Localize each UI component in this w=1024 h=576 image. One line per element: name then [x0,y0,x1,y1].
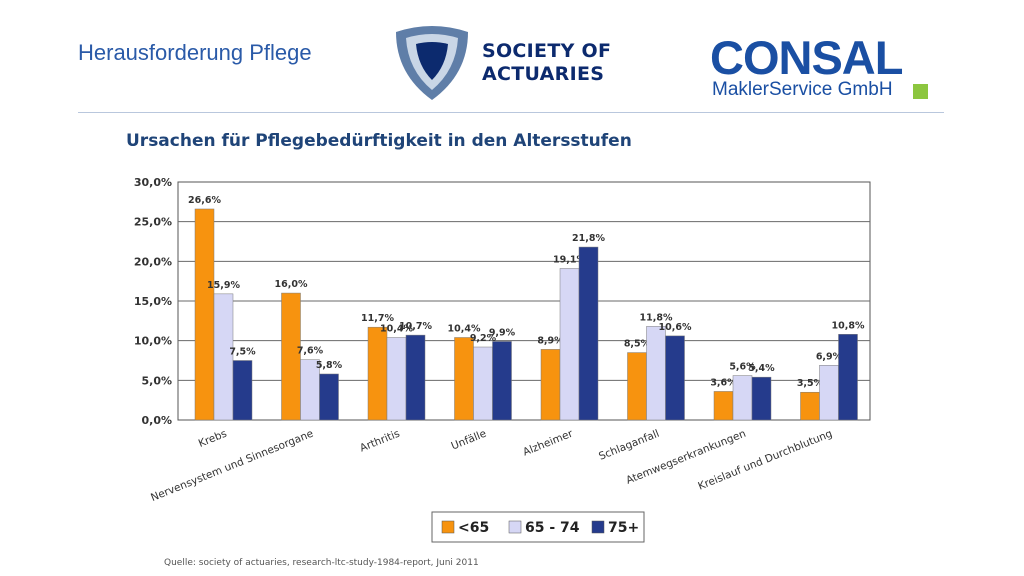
soa-line-1: SOCIETY OF [482,40,612,62]
data-label: 10,7% [399,321,432,332]
data-label: 5,6% [729,362,756,373]
data-label: 6,9% [816,351,843,362]
data-label: 9,9% [489,327,516,338]
bar [367,326,388,421]
header-divider [78,112,944,113]
data-label: 26,6% [188,195,221,206]
y-tick-label: 15,0% [134,295,172,308]
bar [800,391,820,421]
bar [751,376,772,421]
consal-logo-subtitle: MaklerService GmbH [712,79,893,100]
bar [819,365,839,421]
data-label: 15,9% [207,280,240,291]
data-label: 10,4% [448,323,481,334]
data-label: 11,8% [640,312,673,323]
bar [559,268,580,421]
bar [194,208,215,421]
bar [838,334,858,421]
y-tick-label: 25,0% [134,216,172,229]
data-label: 10,6% [659,322,692,333]
data-label: 7,5% [229,347,256,358]
data-label: 11,7% [361,313,394,324]
y-tick-label: 20,0% [134,255,172,268]
data-label: 8,9% [537,335,564,346]
data-label: 8,5% [624,339,651,350]
bar [713,391,734,421]
y-tick-label: 5,0% [141,374,172,387]
bar [405,334,426,421]
bar [454,337,474,421]
chart-title: Ursachen für Pflegebedürftigkeit in den … [126,131,632,151]
x-tick-label: Alzheimer [521,427,575,458]
x-tick-label: Krebs [197,428,229,450]
bar [665,335,685,421]
data-label: 10,4% [380,323,413,334]
data-label: 19,1% [553,254,586,265]
bar [386,337,407,421]
bar [492,341,512,421]
data-label: 21,8% [572,233,605,244]
society-of-actuaries-wordmark: SOCIETY OF ACTUARIES [482,40,611,86]
bar [319,373,339,421]
bar [232,360,253,421]
society-of-actuaries-logo [396,26,468,100]
legend: <65 65 - 74 75+ [431,511,645,543]
x-tick-label: Nervensystem und Sinnesorgane [149,428,315,504]
legend-label: <65 [458,520,489,536]
legend-box [431,511,645,543]
bar [281,292,301,421]
data-label: 7,6% [297,346,324,357]
legend-swatch [441,520,455,534]
legend-label: 65 - 74 [525,520,580,536]
x-tick-label: Unfälle [450,428,489,453]
bar [473,346,493,421]
data-label: 16,0% [275,279,308,290]
slide-title: Herausforderung Pflege [78,40,312,65]
data-label: 3,6% [710,377,737,388]
bar [578,246,599,421]
bar [213,293,234,421]
bar [646,326,666,421]
consal-logo-name: CONSAL [710,31,903,84]
data-label: 3,5% [797,378,824,389]
legend-swatch [591,520,605,534]
y-tick-label: 30,0% [134,176,172,189]
bar [627,352,647,421]
source-note: Quelle: society of actuaries, research-l… [164,558,479,568]
data-label: 10,8% [832,320,865,331]
data-label: 9,2% [470,333,497,344]
legend-label: 75+ [608,520,639,536]
bar [732,375,753,421]
data-label: 5,8% [316,360,343,371]
x-tick-label: Schlaganfall [597,428,661,463]
consal-green-square-icon [913,84,928,99]
legend-swatch [508,520,522,534]
data-label: 5,4% [748,363,775,374]
x-tick-label: Arthritis [358,428,401,455]
y-tick-label: 0,0% [141,414,172,427]
y-tick-label: 10,0% [134,335,172,348]
bar [540,349,561,421]
soa-line-2: ACTUARIES [482,63,605,85]
